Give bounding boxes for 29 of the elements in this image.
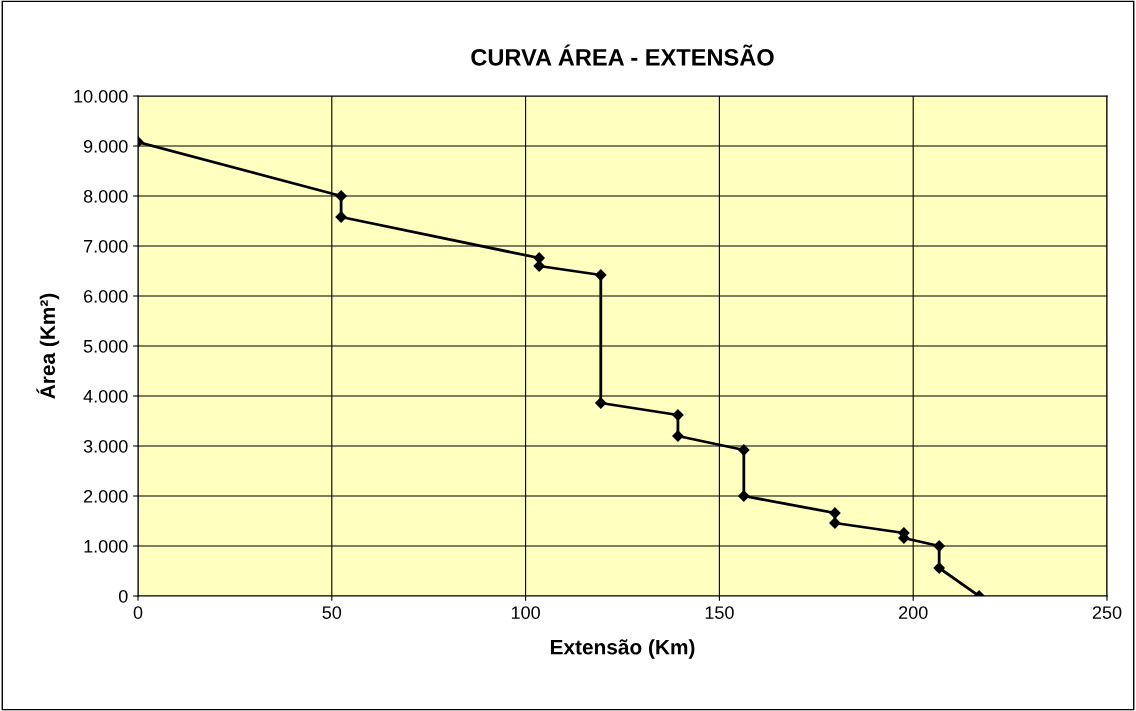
point: [829, 507, 841, 519]
point: [933, 540, 945, 552]
x-tick-label: 50: [322, 606, 342, 619]
x-tick-label: 0: [133, 606, 143, 619]
point: [595, 397, 607, 409]
x-tick-label: 200: [899, 606, 928, 619]
y-tick-label: 0: [118, 589, 128, 603]
y-tick-label: 6.000: [84, 289, 128, 303]
point: [595, 269, 607, 281]
y-tick-label: 10.000: [74, 89, 128, 103]
y-tick-label: 2.000: [84, 489, 128, 503]
y-tick-label: 4.000: [83, 389, 128, 403]
point: [829, 517, 841, 529]
y-tick-label: 9.000: [83, 139, 128, 153]
y-axis-title: Área (Km²): [36, 293, 60, 399]
point: [738, 444, 750, 456]
point: [335, 190, 347, 202]
x-tick-label: 100: [511, 606, 540, 619]
x-axis-title: Extensão (Km): [550, 639, 695, 659]
y-tick-label: 1.000: [84, 539, 128, 553]
x-tick-label: 150: [705, 606, 734, 619]
x-tick-label: 250: [1092, 606, 1122, 619]
chart-title: CURVA ÁREA - EXTENSÃO: [471, 44, 774, 66]
y-tick-label: 5.000: [83, 339, 128, 353]
y-tick-label: 7.000: [84, 239, 128, 253]
y-tick-label: 3.000: [83, 439, 128, 453]
point: [933, 562, 945, 574]
point: [738, 490, 750, 502]
y-tick-label: 8.000: [83, 189, 128, 203]
